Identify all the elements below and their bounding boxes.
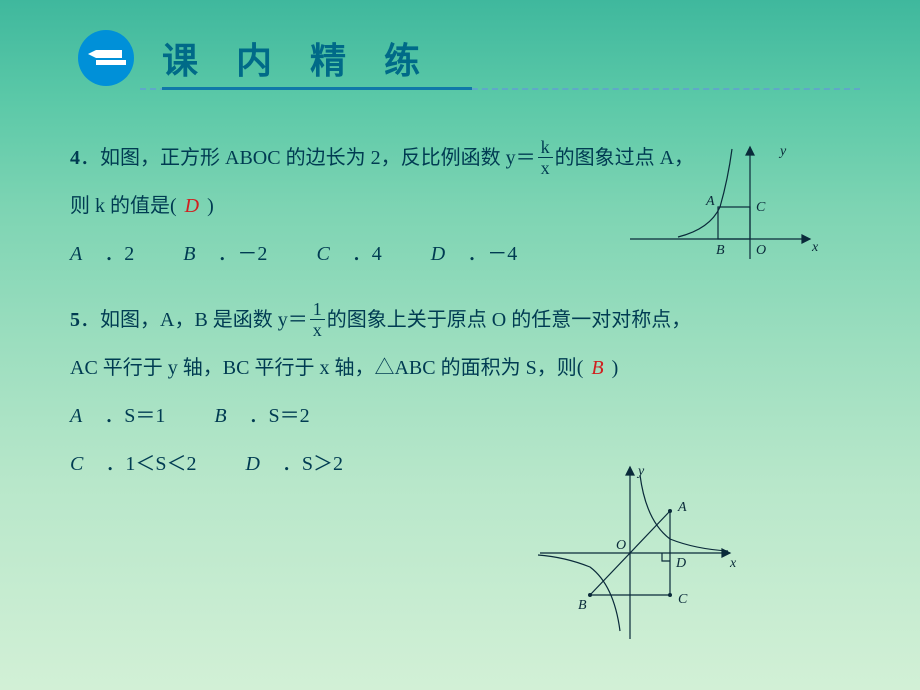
svg-text:y: y — [636, 464, 645, 479]
svg-text:D: D — [675, 556, 686, 571]
svg-text:C: C — [678, 592, 688, 607]
svg-text:O: O — [616, 538, 626, 553]
section-header: 课 内 精 练 — [0, 0, 920, 94]
svg-text:x: x — [811, 240, 819, 255]
svg-text:y: y — [778, 144, 787, 159]
answer-4: D — [185, 195, 199, 217]
problem-number: 5 — [70, 309, 80, 331]
svg-text:B: B — [716, 243, 725, 258]
options-5: A．S＝1 B．S＝2 — [70, 392, 850, 440]
svg-text:x: x — [729, 556, 737, 571]
problem-5: 5．如图，A，B 是函数 y＝1x的图象上关于原点 O 的任意一对对称点， AC… — [70, 296, 850, 488]
fraction: 1x — [310, 300, 325, 339]
svg-text:C: C — [756, 200, 766, 215]
fraction: kx — [538, 138, 553, 177]
svg-text:O: O — [756, 243, 766, 258]
section-title: 课 内 精 练 — [162, 32, 434, 84]
svg-text:A: A — [677, 500, 687, 515]
svg-text:A: A — [705, 194, 715, 209]
graph-problem-5: y x A B C D O — [530, 461, 740, 646]
problem-4: 4．如图，正方形 ABOC 的边长为 2，反比例函数 y＝kx的图象过点 A， … — [70, 134, 850, 278]
content: 4．如图，正方形 ABOC 的边长为 2，反比例函数 y＝kx的图象过点 A， … — [0, 94, 920, 488]
svg-text:B: B — [578, 598, 587, 613]
graph-problem-4: y x A B O C — [620, 139, 820, 269]
answer-5: B — [591, 357, 603, 379]
problem-number: 4 — [70, 147, 80, 169]
pencil-icon — [78, 30, 134, 86]
